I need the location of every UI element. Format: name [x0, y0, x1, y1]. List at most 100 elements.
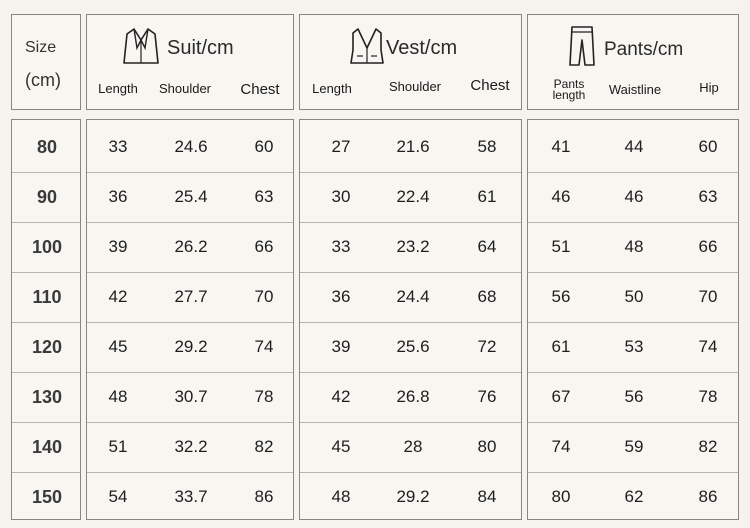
- row-divider: [87, 372, 293, 373]
- vest-length-value: 42: [331, 387, 351, 406]
- size-value: 80: [36, 137, 58, 157]
- pants-pants-length-value: 61: [551, 337, 571, 356]
- vest-chest-value: 72: [477, 337, 497, 356]
- pants-col-hip: Hip: [699, 80, 719, 95]
- vest-length-value: 33: [331, 237, 351, 256]
- vest-chest-value: 84: [477, 487, 497, 506]
- row-divider: [12, 222, 80, 223]
- row-divider: [300, 322, 521, 323]
- pants-hip-value: 66: [698, 237, 718, 256]
- suit-length-value: 51: [108, 437, 128, 456]
- pants-pants-length-value: 80: [551, 487, 571, 506]
- pants-col-length: Pants length: [552, 77, 586, 102]
- vest-col-length: Length: [312, 81, 352, 96]
- vest-length-value: 45: [331, 437, 351, 456]
- row-divider: [300, 372, 521, 373]
- pants-waistline-value: 62: [624, 487, 644, 506]
- pants-pants-length-value: 41: [551, 137, 571, 156]
- pants-pants-length-value: 74: [551, 437, 571, 456]
- pants-hip-value: 74: [698, 337, 718, 356]
- row-divider: [12, 422, 80, 423]
- pants-waistline-value: 48: [624, 237, 644, 256]
- suit-title: Suit/cm: [167, 37, 234, 59]
- suit-length-value: 42: [108, 287, 128, 306]
- suit-chest-value: 60: [254, 137, 274, 156]
- size-value: 150: [31, 487, 63, 507]
- pants-hip-value: 63: [698, 187, 718, 206]
- suit-shoulder-value: 32.2: [174, 437, 208, 456]
- size-value: 100: [31, 237, 63, 257]
- row-divider: [12, 472, 80, 473]
- pants-pants-length-value: 46: [551, 187, 571, 206]
- size-value: 120: [31, 337, 63, 357]
- vest-chest-value: 76: [477, 387, 497, 406]
- pants-waistline-value: 59: [624, 437, 644, 456]
- row-divider: [528, 172, 738, 173]
- vest-shoulder-value: 21.6: [396, 137, 430, 156]
- suit-shoulder-value: 30.7: [174, 387, 208, 406]
- vest-title: Vest/cm: [386, 37, 458, 59]
- suit-length-value: 36: [108, 187, 128, 206]
- pants-waistline-value: 53: [624, 337, 644, 356]
- row-divider: [12, 372, 80, 373]
- vest-chest-value: 61: [477, 187, 497, 206]
- suit-chest-value: 63: [254, 187, 274, 206]
- vest-length-value: 27: [331, 137, 351, 156]
- vest-shoulder-value: 28: [403, 437, 423, 456]
- vest-shoulder-value: 25.6: [396, 337, 430, 356]
- pants-pants-length-value: 56: [551, 287, 571, 306]
- row-divider: [528, 222, 738, 223]
- vest-icon: [350, 28, 384, 64]
- suit-col-length: Length: [98, 81, 138, 96]
- row-divider: [87, 322, 293, 323]
- suit-header-box: Suit/cm Length Shoulder Chest: [86, 14, 294, 110]
- suit-chest-value: 74: [254, 337, 274, 356]
- vest-chest-value: 58: [477, 137, 497, 156]
- pants-hip-value: 60: [698, 137, 718, 156]
- pants-title: Pants/cm: [604, 39, 684, 60]
- pants-header-box: Pants/cm Pants length Waistline Hip: [527, 14, 739, 110]
- row-divider: [12, 172, 80, 173]
- suit-shoulder-value: 24.6: [174, 137, 208, 156]
- suit-shoulder-value: 29.2: [174, 337, 208, 356]
- row-divider: [528, 322, 738, 323]
- pants-waistline-value: 56: [624, 387, 644, 406]
- size-header-box: Size (cm): [11, 14, 81, 110]
- row-divider: [87, 222, 293, 223]
- row-divider: [87, 422, 293, 423]
- row-divider: [300, 222, 521, 223]
- size-label: Size: [25, 39, 57, 56]
- row-divider: [12, 322, 80, 323]
- suit-body: 33 24.6 60 36 25.4 63 39 26.2 66 42 27.7 70 45 29.2 74…: [86, 119, 294, 520]
- suit-chest-value: 86: [254, 487, 274, 506]
- pants-body: 41 44 60 46 46 63 51 48 66 56 50 70 61 53 74 67 56 78 74 59…: [527, 119, 739, 520]
- pants-col-waistline: Waistline: [608, 82, 662, 97]
- vest-shoulder-value: 22.4: [396, 187, 430, 206]
- suit-col-shoulder: Shoulder: [158, 81, 212, 96]
- size-value: 130: [31, 387, 63, 407]
- row-divider: [300, 172, 521, 173]
- row-divider: [300, 272, 521, 273]
- vest-shoulder-value: 24.4: [396, 287, 430, 306]
- vest-length-value: 36: [331, 287, 351, 306]
- vest-length-value: 39: [331, 337, 351, 356]
- row-divider: [12, 272, 80, 273]
- row-divider: [87, 472, 293, 473]
- suit-icon: [123, 28, 159, 64]
- suit-col-chest: Chest: [240, 81, 280, 98]
- suit-shoulder-value: 33.7: [174, 487, 208, 506]
- row-divider: [300, 422, 521, 423]
- pants-hip-value: 86: [698, 487, 718, 506]
- pants-icon: [569, 26, 595, 66]
- suit-chest-value: 66: [254, 237, 274, 256]
- pants-hip-value: 82: [698, 437, 718, 456]
- vest-shoulder-value: 26.8: [396, 387, 430, 406]
- pants-hip-value: 70: [698, 287, 718, 306]
- vest-header-box: Vest/cm Length Shoulder Chest: [299, 14, 522, 110]
- pants-hip-value: 78: [698, 387, 718, 406]
- size-value: 90: [36, 187, 58, 207]
- pants-waistline-value: 46: [624, 187, 644, 206]
- suit-chest-value: 70: [254, 287, 274, 306]
- row-divider: [528, 422, 738, 423]
- row-divider: [528, 372, 738, 373]
